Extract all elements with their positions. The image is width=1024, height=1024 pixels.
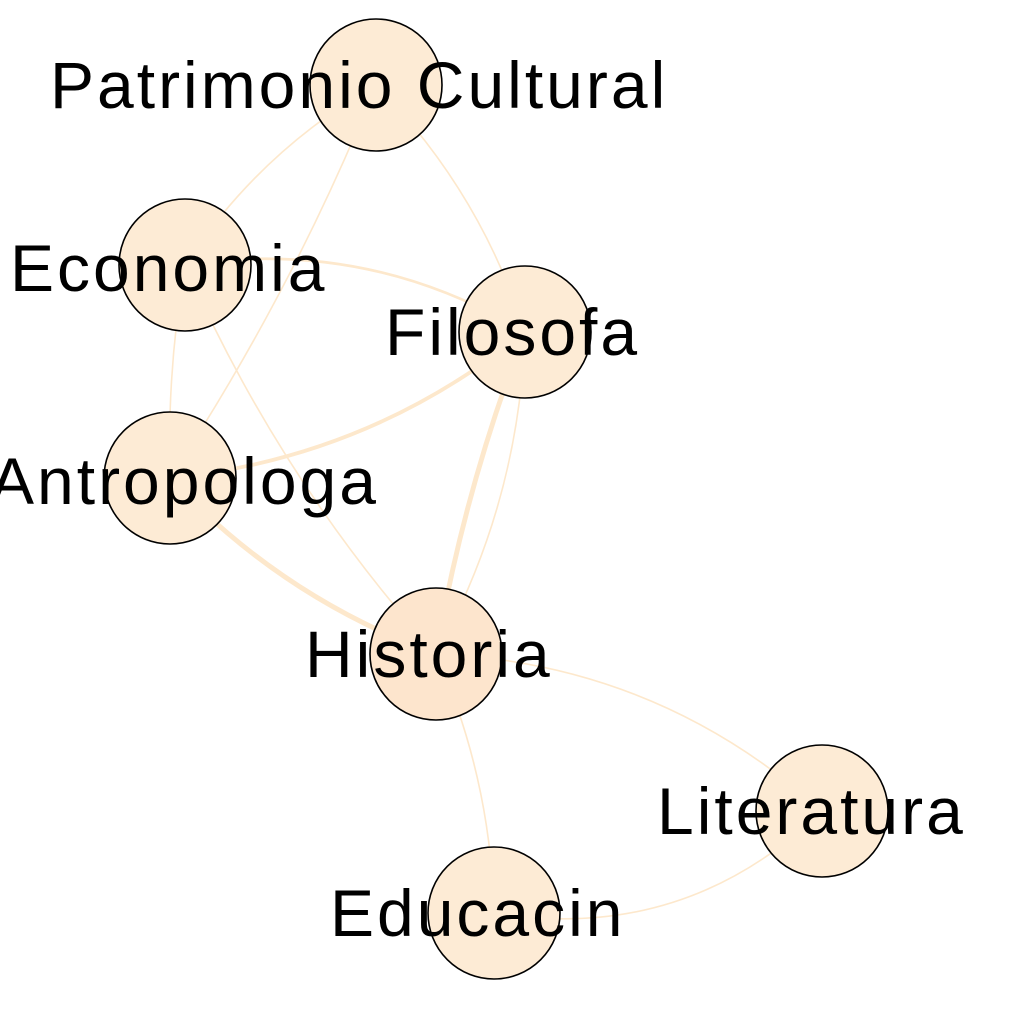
node-label-educacin: Educacin xyxy=(330,876,626,950)
node-economia: Economia xyxy=(10,198,328,332)
node-label-economia: Economia xyxy=(10,231,328,305)
node-label-antropologa: Antropologa xyxy=(0,444,379,518)
node-label-filosofa: Filosofa xyxy=(385,295,640,369)
node-historia: Historia xyxy=(305,587,553,721)
node-circle-filosofa xyxy=(458,265,592,399)
node-circle-historia xyxy=(369,587,503,721)
node-antropologa: Antropologa xyxy=(0,411,379,545)
node-literatura: Literatura xyxy=(657,744,966,878)
node-circle-educacin xyxy=(427,846,561,980)
node-circle-antropologa xyxy=(103,411,237,545)
node-circle-literatura xyxy=(755,744,889,878)
node-educacin: Educacin xyxy=(330,846,626,980)
node-label-literatura: Literatura xyxy=(657,774,966,848)
node-filosofa: Filosofa xyxy=(385,265,640,399)
node-circle-economia xyxy=(118,198,252,332)
node-layer: Patrimonio Cultural Economia Filosofa Antro… xyxy=(0,18,966,980)
node-label-patrimonio: Patrimonio Cultural xyxy=(50,48,668,122)
node-circle-patrimonio xyxy=(309,18,443,152)
node-label-historia: Historia xyxy=(305,617,553,691)
node-patrimonio: Patrimonio Cultural xyxy=(50,18,668,152)
